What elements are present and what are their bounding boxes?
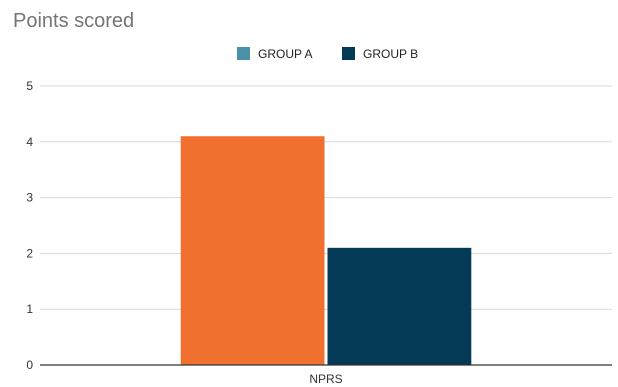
x-tick-label: NPRS [309, 372, 342, 386]
legend: GROUP A GROUP B [237, 47, 418, 61]
y-tick-label: 1 [26, 302, 33, 316]
y-tick-label: 5 [26, 79, 33, 93]
y-axis-ticks: 0 1 2 3 4 5 [26, 79, 33, 372]
legend-label-group-b: GROUP B [363, 47, 418, 61]
bar-group-b [327, 247, 472, 365]
y-tick-label: 2 [26, 246, 33, 260]
chart-title: Points scored [13, 10, 134, 32]
legend-swatch-group-b [342, 47, 355, 60]
legend-swatch-group-a [237, 47, 250, 60]
bars [180, 136, 472, 365]
x-axis-ticks: NPRS [309, 372, 342, 386]
gridlines [40, 85, 612, 310]
legend-label-group-a: GROUP A [258, 47, 312, 61]
y-tick-label: 3 [26, 191, 33, 205]
bar-group-a [180, 136, 325, 365]
y-tick-label: 0 [26, 358, 33, 372]
y-tick-label: 4 [26, 135, 33, 149]
